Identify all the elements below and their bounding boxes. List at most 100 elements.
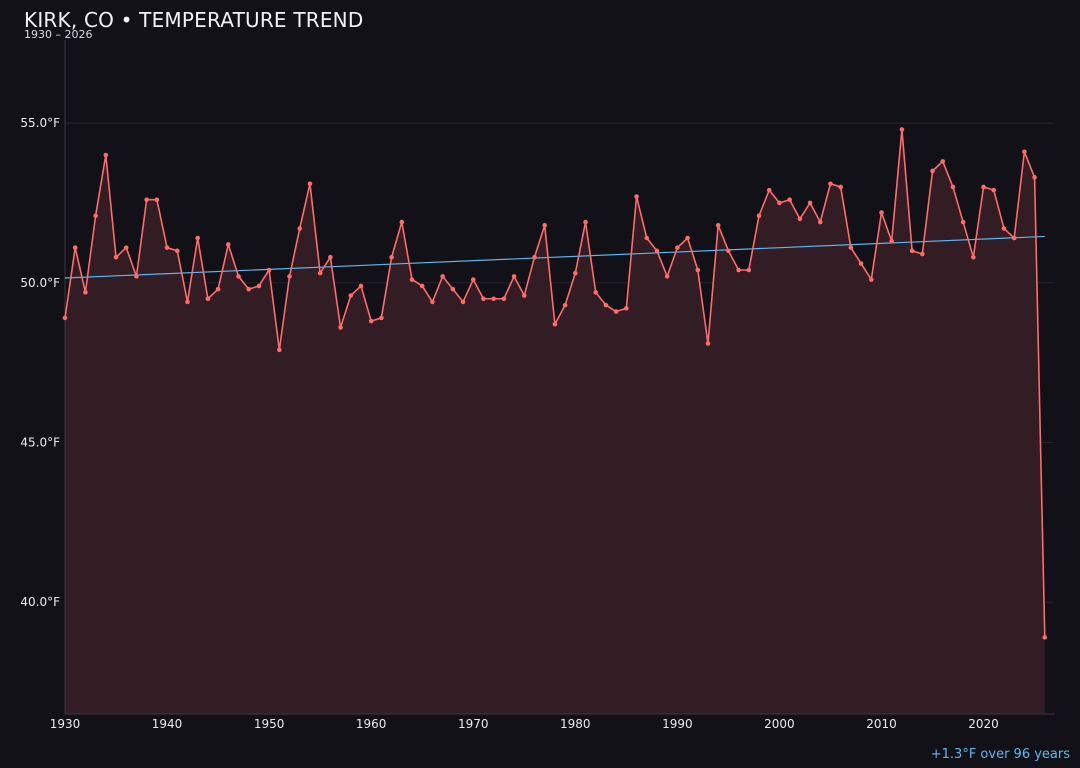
data-point: [501, 296, 507, 302]
data-point: [991, 187, 997, 193]
data-point: [1001, 226, 1007, 231]
data-point: [307, 181, 313, 187]
y-tick-label: 40.0°F: [20, 595, 60, 609]
data-point: [1011, 235, 1017, 241]
data-point: [450, 286, 456, 292]
data-point: [971, 254, 976, 260]
data-point: [317, 270, 323, 276]
data-point: [256, 283, 262, 289]
data-point: [266, 267, 272, 273]
data-points: [62, 127, 1048, 640]
data-point: [83, 290, 88, 295]
data-point: [868, 277, 874, 282]
data-point: [226, 242, 231, 247]
data-point: [756, 213, 762, 218]
data-point: [1032, 175, 1037, 180]
data-point: [950, 184, 956, 190]
data-point: [715, 222, 721, 228]
x-tick-label: 1930: [50, 717, 81, 731]
data-point: [654, 248, 660, 254]
data-point: [736, 267, 741, 273]
data-point: [930, 168, 935, 174]
data-point: [470, 277, 476, 282]
data-point: [491, 296, 496, 302]
area-fill: [65, 129, 1045, 714]
data-point: [981, 184, 986, 190]
data-point: [409, 277, 415, 282]
data-point: [154, 197, 160, 203]
data-point: [419, 283, 425, 289]
data-point: [236, 274, 241, 279]
data-point: [909, 248, 915, 254]
x-tick-label: 1980: [560, 717, 591, 731]
data-point: [705, 341, 711, 346]
data-point: [634, 194, 639, 199]
data-point: [1042, 635, 1048, 640]
data-point: [532, 254, 537, 260]
data-point: [185, 299, 190, 305]
data-point: [205, 296, 211, 302]
data-point: [195, 235, 200, 241]
data-point: [817, 219, 823, 225]
data-point: [134, 274, 139, 279]
x-tick-label: 1940: [152, 717, 183, 731]
x-tick-label: 2020: [968, 717, 999, 731]
data-point: [328, 254, 333, 260]
data-point: [858, 261, 864, 266]
data-point: [562, 302, 568, 308]
x-axis-ticks: 1930 1940 1950 1960 1970 1980 1990 2000 2010 2020: [50, 717, 999, 731]
data-point: [511, 274, 517, 279]
data-point: [685, 235, 690, 241]
chart-title: KIRK, CO • TEMPERATURE TREND: [24, 8, 364, 32]
data-point: [481, 296, 486, 302]
data-point: [552, 321, 558, 327]
x-tick-label: 1970: [458, 717, 489, 731]
data-point: [807, 200, 813, 206]
x-tick-label: 2010: [866, 717, 897, 731]
data-point: [777, 200, 782, 206]
data-point: [695, 267, 701, 273]
data-point: [889, 238, 894, 244]
data-point: [62, 315, 68, 321]
data-point: [787, 197, 792, 203]
data-point: [613, 309, 619, 314]
data-point: [297, 226, 303, 231]
y-tick-label: 50.0°F: [20, 276, 60, 290]
data-point: [542, 222, 547, 228]
data-point: [624, 306, 629, 311]
data-point: [215, 286, 221, 292]
data-point: [93, 213, 98, 218]
data-point: [766, 187, 772, 193]
x-tick-label: 2000: [764, 717, 795, 731]
data-point: [583, 219, 588, 225]
data-point: [389, 254, 394, 260]
data-point: [521, 293, 527, 298]
y-tick-label: 45.0°F: [20, 435, 60, 449]
data-point: [899, 127, 905, 132]
data-point: [144, 197, 149, 203]
data-point: [440, 274, 445, 279]
data-point: [379, 315, 384, 321]
data-point: [246, 286, 252, 292]
data-point: [277, 347, 282, 353]
chart-subtitle: 1930 – 2026: [24, 28, 93, 41]
data-point: [879, 210, 884, 215]
x-tick-label: 1950: [254, 717, 285, 731]
y-tick-label: 55.0°F: [20, 116, 60, 130]
data-point: [603, 302, 609, 308]
data-point: [940, 159, 946, 164]
trend-annotation: +1.3°F over 96 years: [930, 747, 1070, 762]
data-point: [103, 152, 109, 158]
data-point: [113, 254, 119, 260]
data-point: [348, 293, 354, 298]
data-point: [430, 299, 435, 305]
data-point: [338, 325, 343, 330]
data-point: [675, 245, 680, 250]
data-point: [174, 248, 180, 254]
data-point: [287, 274, 292, 279]
data-point: [593, 290, 599, 295]
data-point: [960, 219, 966, 225]
data-point: [920, 251, 925, 257]
data-point: [72, 245, 78, 250]
